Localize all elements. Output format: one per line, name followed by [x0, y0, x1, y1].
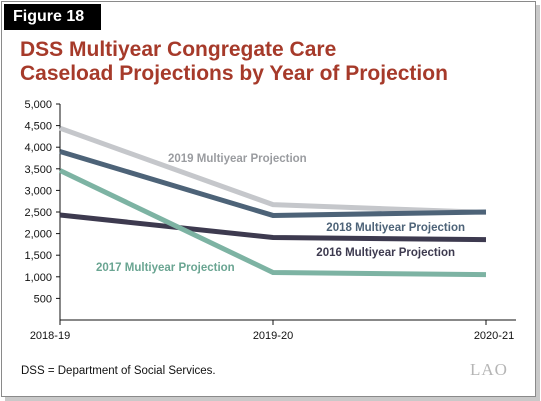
series-label: 2017 Multiyear Projection [96, 262, 235, 274]
figure-label: Figure 18 [4, 4, 101, 30]
chart-title-line-2: Caseload Projections by Year of Projecti… [20, 62, 448, 85]
x-tick-label: 2020-21 [474, 330, 514, 342]
y-tick-label: 5,000 [24, 99, 52, 111]
y-tick-label: 2,500 [24, 207, 52, 219]
y-tick-label: 4,000 [24, 142, 52, 154]
series-line [59, 149, 487, 218]
series-label: 2018 Multiyear Projection [326, 222, 465, 234]
y-tick-label: 3,500 [24, 164, 52, 176]
chart-series-labels: 2019 Multiyear Projection 2018 Multiyear … [96, 153, 465, 274]
x-tick-label: 2018-19 [30, 330, 70, 342]
y-tick-label: 1,000 [24, 272, 52, 284]
figure-frame [1, 1, 536, 397]
chart-title: DSS Multiyear Congregate Care Caseload P… [20, 38, 520, 86]
x-tick-label: 2019-20 [253, 330, 293, 342]
y-tick-label: 3,000 [24, 185, 52, 197]
y-tick-label: 500 [34, 293, 52, 305]
series-label: 2016 Multiyear Projection [316, 247, 455, 259]
series-line [59, 125, 487, 215]
y-tick-label: 4,500 [24, 121, 52, 133]
series-line [59, 212, 487, 243]
y-tick-label: 2,000 [24, 229, 52, 241]
series-label: 2019 Multiyear Projection [168, 153, 307, 165]
chart-series-lines [58, 125, 487, 278]
chart-title-line-1: DSS Multiyear Congregate Care [20, 38, 337, 61]
series-line [58, 168, 487, 278]
y-tick-label: 1,500 [24, 250, 52, 262]
lao-logo: LAO [470, 360, 508, 379]
footnote: DSS = Department of Social Services. [21, 365, 216, 377]
chart-axes: 5,000 4,500 4,000 3,500 3,000 2,500 2,000 1,500… [24, 99, 516, 342]
